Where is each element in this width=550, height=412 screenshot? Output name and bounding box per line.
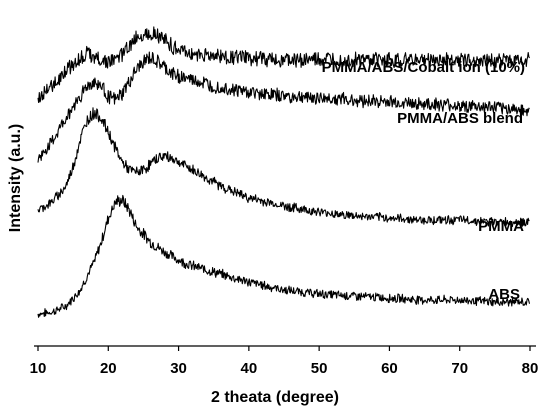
- series-label-abs: ABS: [488, 286, 520, 303]
- x-ticks: 10 20 30 40 50 60 70 80: [30, 346, 539, 377]
- x-tick-label: 30: [170, 360, 187, 377]
- x-tick-label: 20: [100, 360, 117, 377]
- x-tick-label: 60: [381, 360, 398, 377]
- x-tick-label: 40: [241, 360, 258, 377]
- series-label-cobalt: PMMA/ABS/Cobalt ion (10%): [322, 59, 525, 76]
- y-axis-title: Intensity (a.u.): [7, 124, 24, 232]
- series-line-pmma: [37, 107, 530, 228]
- x-tick-label: 80: [522, 360, 539, 377]
- x-tick-label: 10: [30, 360, 47, 377]
- x-axis-title: 2 theata (degree): [211, 389, 339, 406]
- plot-traces: [37, 26, 531, 318]
- x-tick-label: 50: [311, 360, 328, 377]
- series-label-pmma: PMMA: [478, 218, 524, 235]
- series-labels: PMMA/ABS/Cobalt ion (10%) PMMA/ABS blend…: [322, 59, 525, 303]
- series-line-abs: [37, 194, 531, 318]
- x-tick-label: 70: [451, 360, 468, 377]
- series-line-pmma-abs-blend: [37, 51, 530, 163]
- series-line-pmma-abs-cobalt-ion-10: [37, 26, 530, 103]
- series-label-blend: PMMA/ABS blend: [397, 110, 523, 127]
